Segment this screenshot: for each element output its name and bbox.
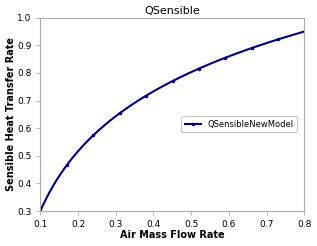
Y-axis label: Sensible Heat Transfer Rate: Sensible Heat Transfer Rate: [6, 37, 16, 191]
QSensibleNewModel: [255, 45, 259, 48]
QSensibleNewModel: [38, 210, 42, 213]
QSensibleNewModel: [164, 83, 168, 86]
Title: QSensible: QSensible: [145, 6, 200, 15]
QSensibleNewModel: [181, 74, 185, 77]
QSensibleNewModel: [165, 82, 169, 85]
X-axis label: Air Mass Flow Rate: Air Mass Flow Rate: [120, 231, 225, 240]
QSensibleNewModel: [196, 68, 199, 71]
Legend: QSensibleNewModel: QSensibleNewModel: [181, 116, 297, 132]
QSensibleNewModel: [296, 32, 300, 35]
QSensibleNewModel: [302, 30, 306, 33]
Line: QSensibleNewModel: QSensibleNewModel: [38, 30, 306, 213]
